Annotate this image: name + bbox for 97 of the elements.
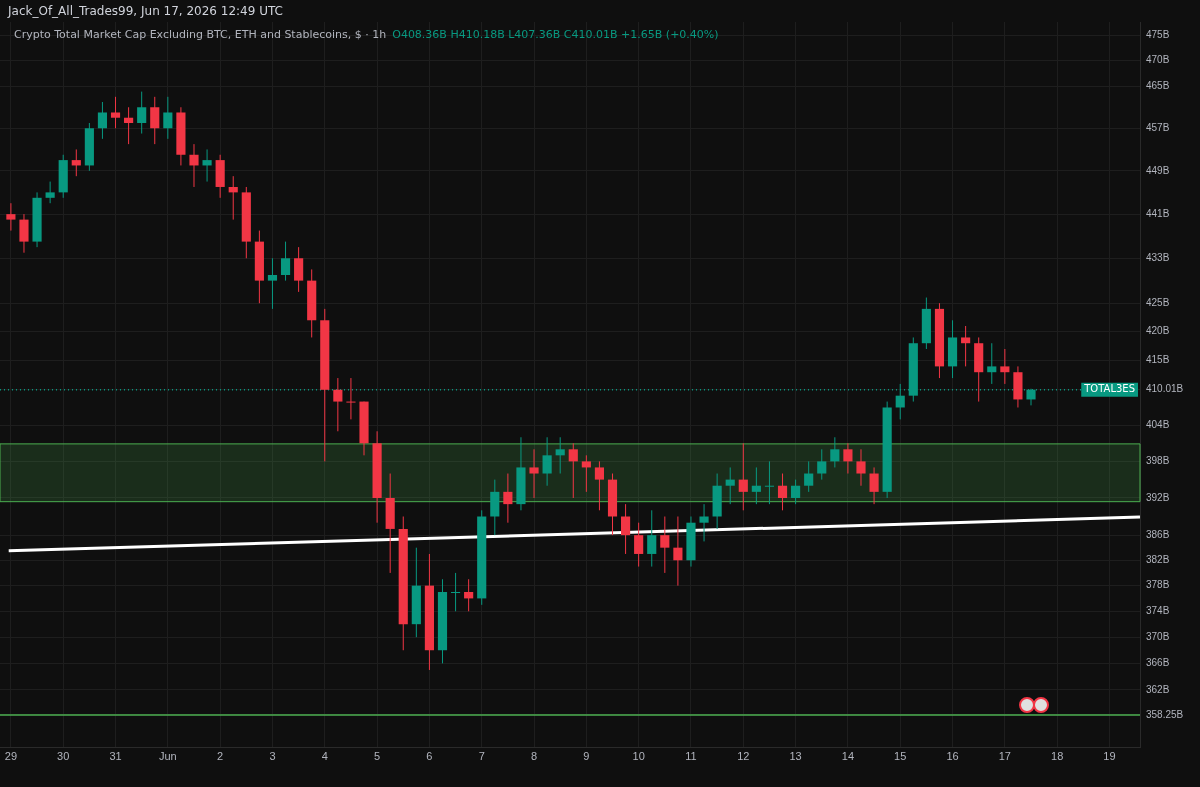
y-tick-label: 382B [1146,554,1170,566]
candlestick [634,522,644,568]
x-tick-label: 16 [946,750,959,763]
y-tick-label: 366B [1146,657,1170,669]
candlestick [110,96,121,129]
x-tick-label: 7 [478,750,485,763]
x-tick-label: 13 [789,750,802,763]
candlestick [97,101,108,140]
x-tick-label: Jun [158,750,177,763]
y-tick-label: 398B [1146,455,1170,467]
candlestick [856,448,866,487]
candlestick [568,442,578,499]
candlestick [542,436,552,487]
x-tick-label: 30 [57,750,70,763]
y-tick-label: 449B [1146,164,1170,176]
x-tick-label: 18 [1051,750,1064,763]
candlestick [124,106,134,145]
x-tick-label: 31 [109,750,122,763]
x-tick-label: 15 [894,750,907,763]
text: Jack_Of_All_Trades99, Jun 17, 2026 12:49 UTC [8,4,283,18]
candlestick [45,181,55,204]
candlestick [346,377,356,420]
candlestick [450,572,461,612]
y-tick-label: 404B [1146,419,1170,431]
candlestick [804,460,814,493]
candlestick [738,442,748,511]
candlestick [673,516,683,587]
candlestick [19,213,29,254]
y-tick-label: 386B [1146,528,1170,540]
y-tick-label: 370B [1146,630,1170,642]
annotation: O408.36B H410.18B L407.36B C410.01B +1.65B (+0.40%) [392,28,719,41]
y-tick-label: 358.25B [1146,708,1184,720]
x-tick-label: 3 [269,750,276,763]
candlestick [529,448,539,499]
x-tick-label: 17 [998,750,1011,763]
candlestick [751,466,761,505]
x-tick-label: 29 [4,750,18,763]
y-tick-label: 470B [1146,54,1170,66]
x-tick-label: 8 [530,750,538,763]
candlestick [581,454,591,493]
y-tick-label: 415B [1146,354,1170,366]
candlestick [961,325,971,367]
x-tick-label: 12 [737,750,750,763]
candlestick [267,257,278,310]
y-tick-label: 378B [1146,579,1170,591]
candlestick [791,479,801,505]
y-tick-label: 433B [1146,252,1170,264]
candlestick [294,246,304,293]
candlestick [987,342,997,385]
candlestick [137,91,147,135]
candlestick [725,466,735,505]
candlestick [163,96,173,140]
candlestick [869,466,879,505]
y-tick-label: 465B [1146,80,1170,92]
x-tick-label: 11 [685,750,697,763]
candlestick [71,148,81,177]
candlestick [830,436,840,468]
x-tick-label: 2 [217,750,224,763]
text: Crypto Total Market Cap Excluding BTC, ETH and Stablecoins, $ · 1h [14,28,387,41]
candlestick [189,143,199,188]
x-tick-label: 10 [632,750,645,763]
y-tick-label: 425B [1146,296,1170,308]
y-tick-label: 392B [1146,491,1170,503]
candlestick [280,241,291,282]
candlestick [333,377,343,432]
candlestick [6,202,16,232]
candlestick [895,383,905,420]
candlestick [555,436,565,475]
candlestick [843,442,853,475]
x-tick-label: 5 [374,750,381,763]
x-tick-label: 19 [1103,750,1116,763]
y-tick-label: 457B [1146,122,1170,133]
x-tick-label: 14 [841,750,855,763]
y-tick-label: 374B [1146,605,1170,617]
y-tick-label: 441B [1146,207,1170,219]
candlestick [777,473,788,511]
y-tick-label: 475B [1146,28,1170,40]
candlestick [150,96,160,145]
candlestick [594,460,604,511]
candlestick [621,503,631,555]
candlestick [817,448,827,481]
candlestick [1000,348,1010,385]
candlestick [699,503,709,542]
x-tick-label: 4 [321,750,328,763]
candlestick [464,578,474,612]
candlestick [764,460,775,505]
candlestick [228,175,238,221]
ref-line-label: TOTAL3ES [1083,383,1136,395]
x-tick-label: 6 [426,750,433,763]
y-tick-label: 420B [1146,325,1170,337]
y-tick-label: 410.01B [1146,383,1184,395]
x-tick-label: 9 [583,750,590,763]
candlestick [503,473,513,524]
y-tick-label: 362B [1146,683,1170,695]
candlestick [647,509,657,568]
candlestick [660,516,670,574]
candlestick [202,148,212,183]
